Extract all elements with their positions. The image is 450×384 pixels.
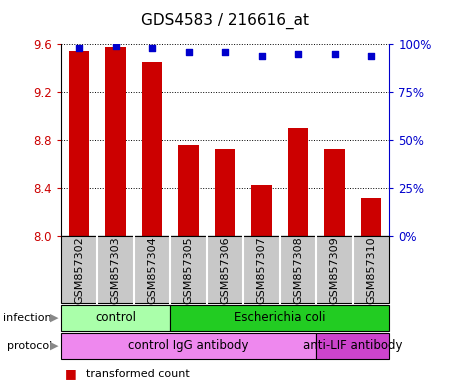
Bar [324,149,345,236]
Bar [142,62,162,236]
Point [258,53,265,59]
Bar [288,128,308,236]
Text: ▶: ▶ [50,341,58,351]
Point [148,45,156,51]
Text: GSM857304: GSM857304 [147,236,157,304]
Bar [252,185,271,236]
Point [331,51,338,57]
Text: anti-LIF antibody: anti-LIF antibody [303,339,402,352]
Bar [105,46,126,236]
Text: GSM857307: GSM857307 [256,236,266,304]
Bar [215,149,235,236]
Text: GSM857306: GSM857306 [220,236,230,304]
Text: ■: ■ [65,367,77,381]
Point [221,49,229,55]
Point [185,49,192,55]
Text: infection: infection [3,313,52,323]
Text: GSM857310: GSM857310 [366,236,376,304]
Point [367,53,374,59]
Point [294,51,302,57]
Text: transformed count: transformed count [86,369,189,379]
Text: GSM857308: GSM857308 [293,236,303,304]
Text: GSM857303: GSM857303 [111,236,121,304]
Text: control IgG antibody: control IgG antibody [128,339,249,352]
Bar [179,145,198,236]
Bar [69,51,89,236]
Point [112,43,119,49]
Point [76,45,83,51]
Text: ▶: ▶ [50,313,58,323]
Bar [361,198,381,236]
Text: Escherichia coli: Escherichia coli [234,311,325,324]
Text: protocol: protocol [6,341,52,351]
Text: control: control [95,311,136,324]
Text: GSM857302: GSM857302 [74,236,84,304]
Text: GSM857309: GSM857309 [329,236,339,304]
Text: GSM857305: GSM857305 [184,236,194,304]
Text: GDS4583 / 216616_at: GDS4583 / 216616_at [141,13,309,29]
